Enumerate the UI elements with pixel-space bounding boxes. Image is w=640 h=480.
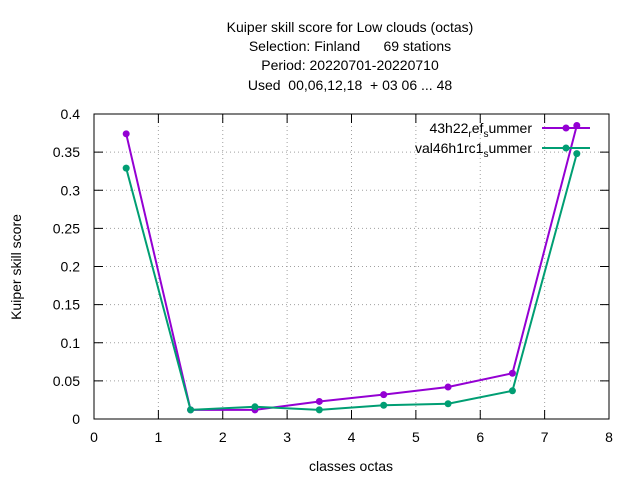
x-tick-label: 8 — [605, 429, 613, 445]
x-tick-label: 5 — [412, 429, 420, 445]
chart-title: Kuiper skill score for Low clouds (octas… — [227, 19, 474, 93]
series-2 — [122, 150, 581, 414]
x-tick-label: 6 — [476, 429, 484, 445]
data-point — [380, 401, 388, 409]
y-tick-label: 0.2 — [61, 259, 81, 275]
legend-label: 43h22refsummer — [429, 120, 532, 140]
series-line — [125, 153, 578, 411]
data-point — [122, 130, 130, 138]
data-point — [122, 164, 130, 172]
data-point — [508, 387, 516, 395]
data-point — [315, 406, 323, 414]
data-point — [508, 369, 516, 377]
title-line-1: Kuiper skill score for Low clouds (octas… — [227, 19, 474, 35]
grid — [94, 114, 609, 419]
y-tick-label: 0.35 — [53, 144, 80, 160]
y-axis-label: Kuiper skill score — [8, 214, 24, 320]
data-point — [444, 383, 452, 391]
y-tick-label: 0.05 — [53, 373, 80, 389]
y-tick-label: 0.3 — [61, 182, 81, 198]
series-1 — [122, 121, 581, 414]
tick-labels: 0 1 2 3 4 5 6 7 8 0 0.05 0.1 0.15 0.2 0.25 0.3 0.35 0.4 — [53, 106, 613, 445]
x-tick-label: 2 — [219, 429, 227, 445]
x-tick-label: 0 — [90, 429, 98, 445]
legend-marker — [562, 144, 570, 152]
data-point — [251, 403, 259, 411]
title-line-2: Selection: Finland 69 stations — [249, 38, 451, 54]
plot-border — [93, 113, 610, 420]
y-tick-label: 0.4 — [61, 106, 81, 122]
y-tick-label: 0.15 — [53, 297, 80, 313]
data-point — [573, 150, 581, 158]
title-line-4: Used 00,06,12,18 + 03 06 ... 48 — [248, 77, 453, 93]
x-tick-label: 3 — [283, 429, 291, 445]
legend-label: val46h1rc1summer — [415, 140, 532, 160]
data-point — [315, 397, 323, 405]
data-point — [187, 406, 195, 414]
y-tick-label: 0.25 — [53, 220, 80, 236]
legend-entry-2: val46h1rc1summer — [415, 140, 590, 160]
y-tick-label: 0 — [72, 411, 80, 427]
x-tick-label: 7 — [541, 429, 549, 445]
x-tick-label: 1 — [154, 429, 162, 445]
series-group — [122, 121, 581, 414]
y-tick-label: 0.1 — [61, 335, 81, 351]
series-line — [125, 125, 578, 411]
data-point — [444, 400, 452, 408]
title-line-3: Period: 20220701-20220710 — [261, 57, 439, 73]
data-point — [380, 391, 388, 399]
x-axis-label: classes octas — [309, 458, 393, 474]
legend-marker — [562, 124, 570, 132]
legend-entry-1: 43h22refsummer — [429, 120, 590, 140]
x-tick-label: 4 — [348, 429, 356, 445]
